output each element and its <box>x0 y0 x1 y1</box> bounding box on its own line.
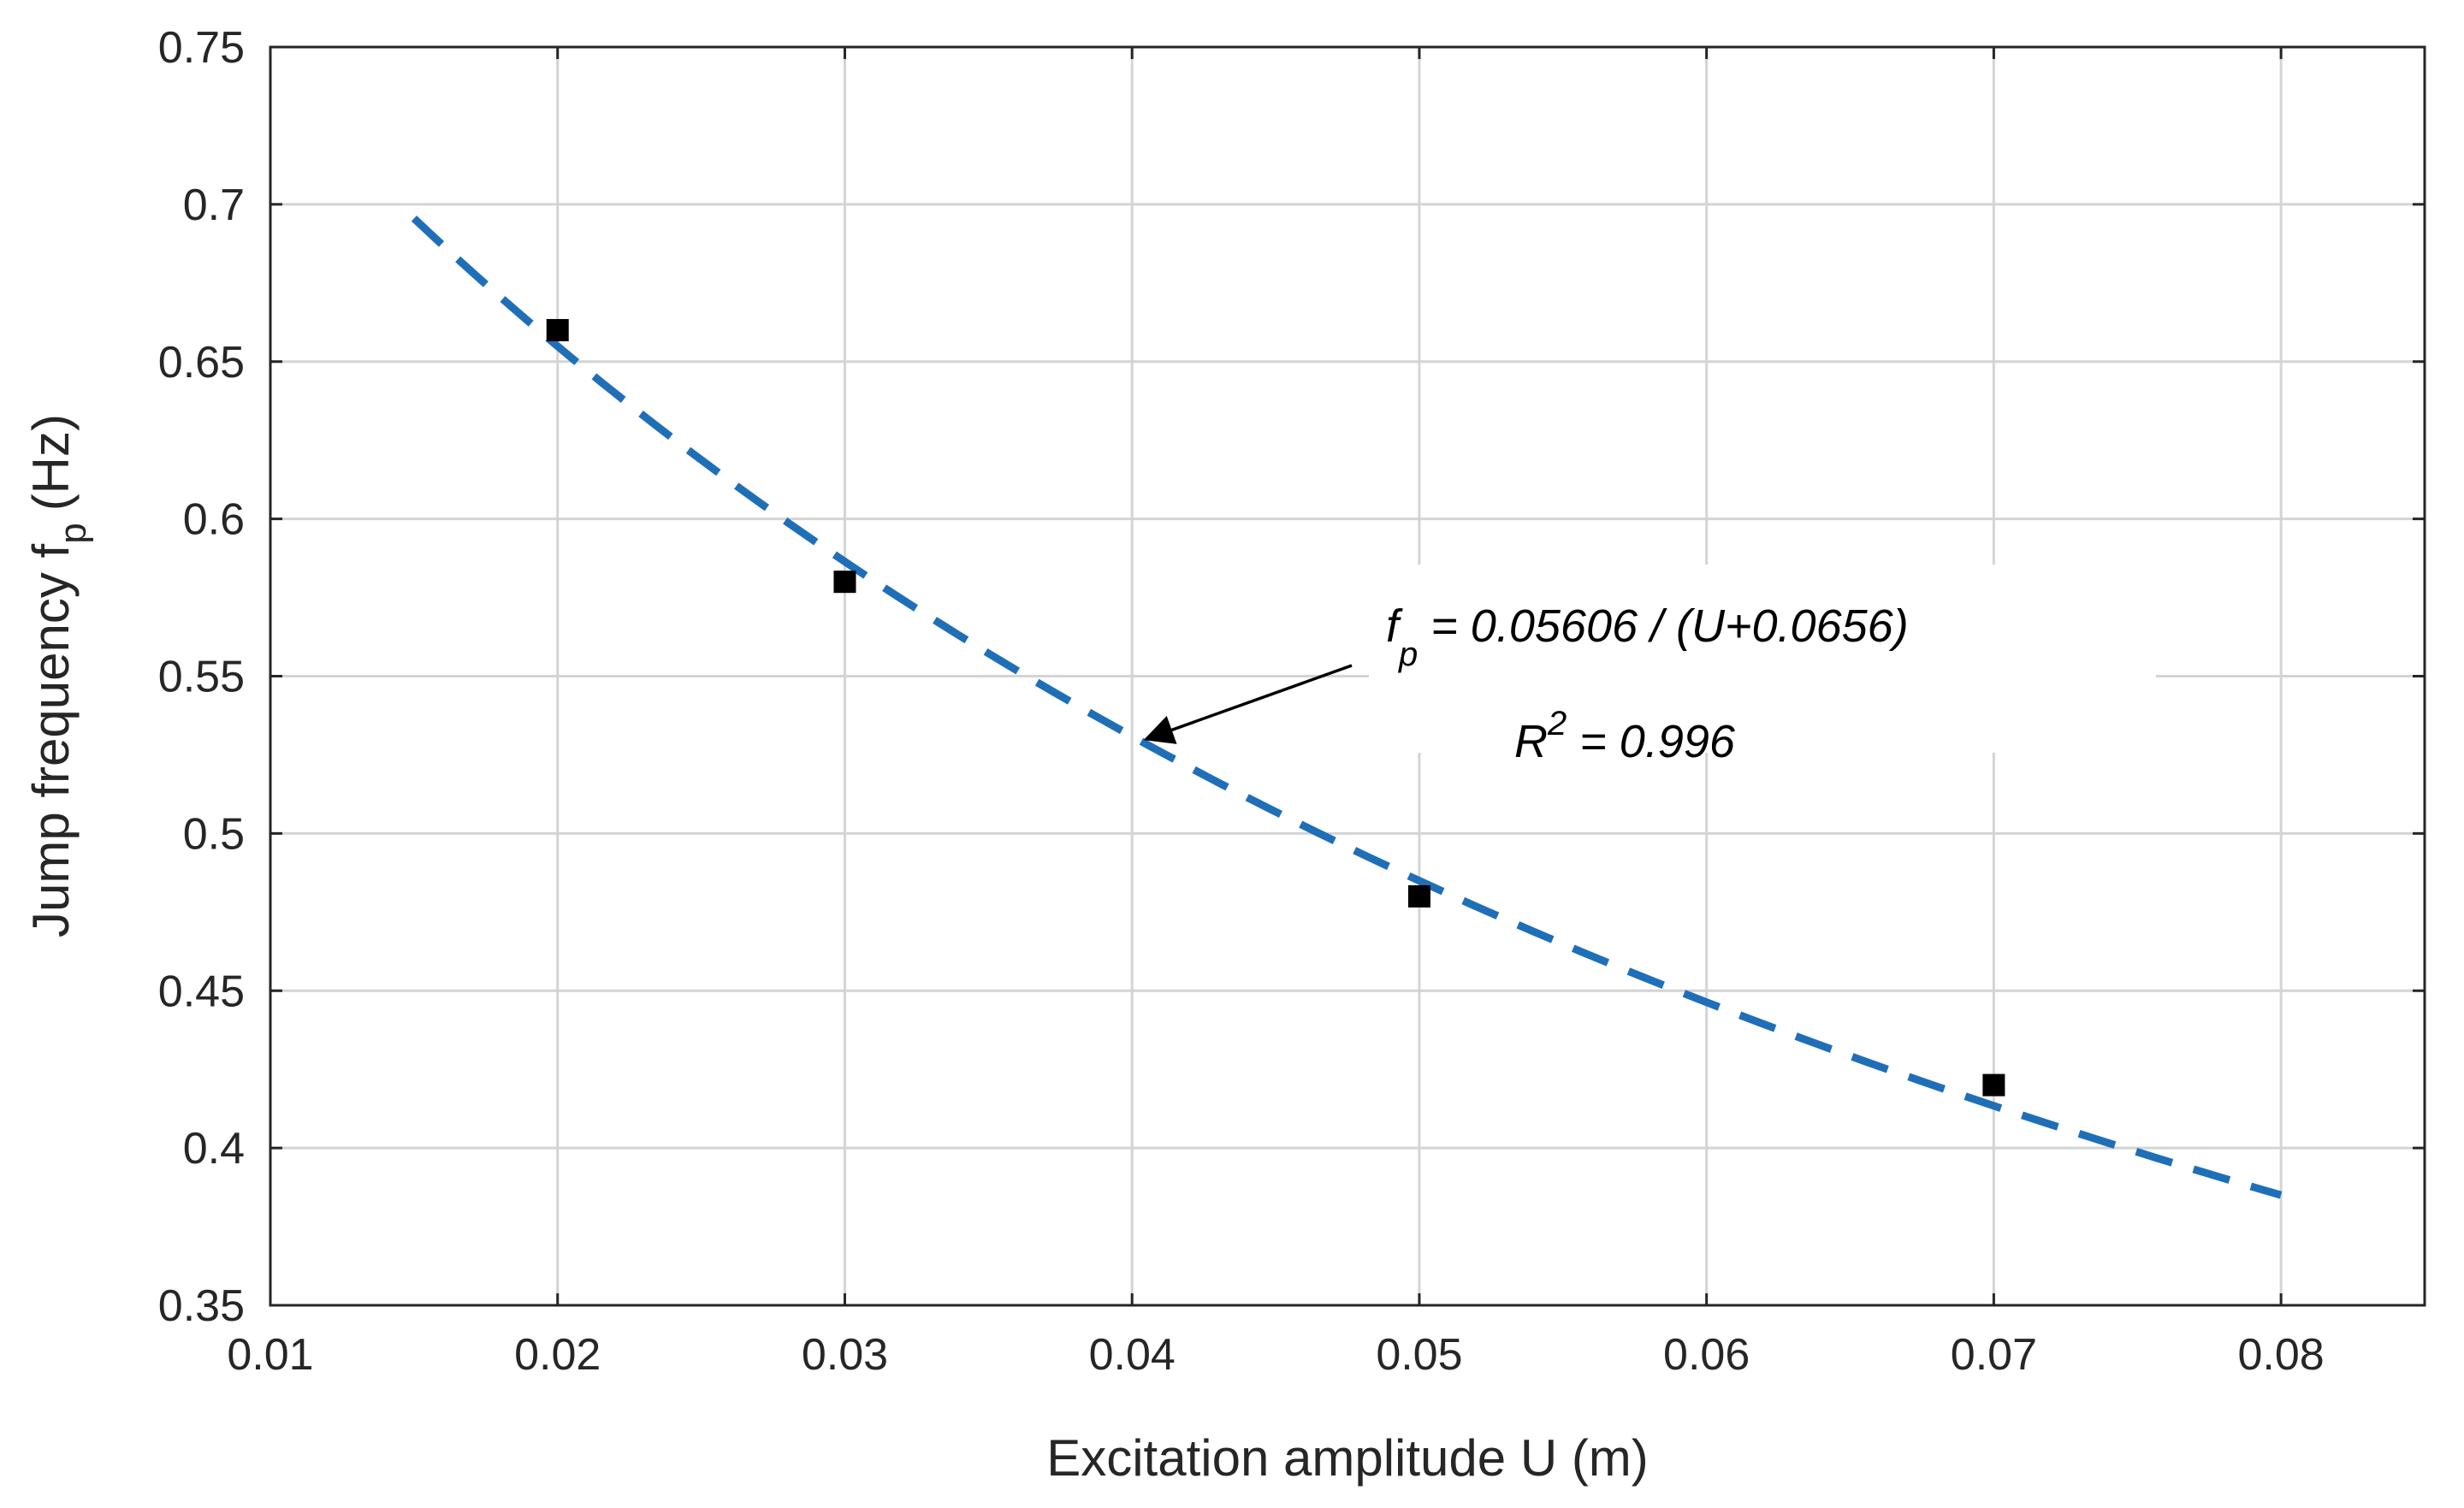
y-tick-label: 0.7 <box>183 180 245 230</box>
annotation-equation-sub: p <box>1398 636 1418 673</box>
annotation-equation: fp = 0.05606 / (U+0.0656) <box>1386 600 1909 673</box>
y-axis-label-sub: p <box>52 523 94 543</box>
annotation-background <box>1369 565 2156 753</box>
data-point <box>1982 1073 2005 1097</box>
fit-curve <box>411 216 2283 1199</box>
annotation-r-sup: 2 <box>1547 705 1567 742</box>
data-point <box>833 571 856 594</box>
data-points <box>546 318 2005 1097</box>
x-tick-label: 0.03 <box>802 1330 888 1380</box>
data-point <box>1407 884 1430 908</box>
x-tick-label: 0.07 <box>1951 1330 2037 1380</box>
x-tick-label: 0.06 <box>1663 1330 1750 1380</box>
y-tick-label: 0.55 <box>158 653 245 702</box>
x-tick-label: 0.04 <box>1089 1330 1176 1380</box>
axis-ticks <box>269 45 2425 1307</box>
annotation-r-squared: R2 = 0.996 <box>1514 705 1736 767</box>
x-tick-label: 0.01 <box>227 1330 313 1380</box>
annotation-r-prefix: R <box>1514 716 1548 767</box>
annotation-equation-prefix: f <box>1386 600 1403 652</box>
y-tick-label: 0.35 <box>158 1281 245 1331</box>
x-tick-label: 0.05 <box>1376 1330 1462 1380</box>
y-tick-label: 0.65 <box>158 338 245 387</box>
annotation-arrow <box>1143 664 1353 744</box>
y-tick-label: 0.75 <box>158 23 245 73</box>
annotation-r-rest: = 0.996 <box>1567 716 1736 767</box>
y-axis-label-unit: (Hz) <box>22 414 80 511</box>
y-tick-labels: 0.35 0.4 0.45 0.5 0.55 0.6 0.65 0.7 0.75 <box>158 23 245 1331</box>
data-point <box>546 318 569 341</box>
x-tick-label: 0.08 <box>2238 1330 2325 1380</box>
y-tick-label: 0.5 <box>183 809 245 859</box>
y-tick-label: 0.4 <box>183 1124 245 1174</box>
x-tick-labels: 0.01 0.02 0.03 0.04 0.05 0.06 0.07 0.08 <box>227 1330 2324 1380</box>
y-axis-label-main: Jump frequency f <box>22 543 80 937</box>
annotation-equation-rest: = 0.05606 / (U+0.0656) <box>1418 600 1908 652</box>
y-tick-label: 0.6 <box>183 495 245 545</box>
y-tick-label: 0.45 <box>158 967 245 1016</box>
y-axis-label: Jump frequency fp (Hz) <box>22 414 94 937</box>
x-tick-label: 0.02 <box>514 1330 601 1380</box>
x-axis-label: Excitation amplitude U (m) <box>1046 1429 1649 1487</box>
